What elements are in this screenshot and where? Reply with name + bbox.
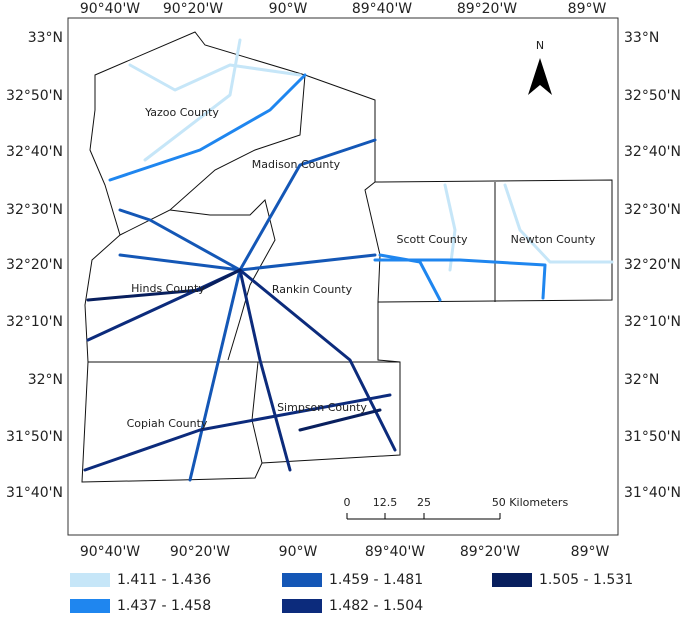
legend-swatch — [70, 573, 110, 587]
lon-label: 89°20'W — [460, 544, 520, 560]
county-label: Simpson County — [277, 401, 367, 414]
legend-label: 1.505 - 1.531 — [539, 572, 633, 588]
lat-label: 32°N — [28, 372, 63, 388]
lat-label: 31°40'N — [624, 485, 681, 501]
lat-label: 32°10'N — [6, 314, 63, 330]
county-label: Madison County — [252, 158, 341, 171]
lon-label: 89°40'W — [365, 544, 425, 560]
lat-label: 33°N — [624, 30, 659, 46]
lon-label: 89°40'W — [352, 1, 412, 17]
north-label: N — [536, 39, 544, 52]
road-network — [83, 38, 614, 482]
scale-label: 12.5 — [373, 496, 398, 509]
legend-swatch — [282, 573, 322, 587]
legend-label: 1.459 - 1.481 — [329, 572, 423, 588]
lat-label: 32°20'N — [624, 257, 681, 273]
legend-swatch — [70, 599, 110, 613]
scale-label: 50 Kilometers — [492, 496, 569, 509]
lat-label: 32°40'N — [6, 144, 63, 160]
lat-label: 32°50'N — [6, 88, 63, 104]
lon-label: 90°40'W — [80, 1, 140, 17]
lon-label: 89°W — [568, 1, 607, 17]
legend-swatch — [282, 599, 322, 613]
scale-label: 25 — [417, 496, 431, 509]
lon-label: 90°40'W — [80, 544, 140, 560]
lon-label: 90°20'W — [170, 544, 230, 560]
north-arrow: N — [528, 39, 552, 95]
lat-label: 32°50'N — [624, 88, 681, 104]
lon-label: 90°W — [279, 544, 318, 560]
lat-label: 33°N — [28, 30, 63, 46]
lat-label: 32°N — [624, 372, 659, 388]
lat-label: 32°10'N — [624, 314, 681, 330]
county-label: Newton County — [511, 233, 596, 246]
legend-label: 1.437 - 1.458 — [117, 598, 211, 614]
map-frame — [67, 17, 619, 536]
lat-label: 31°50'N — [624, 429, 681, 445]
lon-label: 90°20'W — [163, 1, 223, 17]
lon-label: 89°W — [571, 544, 610, 560]
lon-label: 89°20'W — [457, 1, 517, 17]
lat-label: 31°50'N — [6, 429, 63, 445]
lat-label: 32°40'N — [624, 144, 681, 160]
county-label: Copiah County — [127, 417, 208, 430]
legend-label: 1.482 - 1.504 — [329, 598, 423, 614]
scale-label: 0 — [344, 496, 351, 509]
study-area-outline — [81, 31, 613, 483]
lon-label: 90°W — [269, 1, 308, 17]
lat-label: 32°30'N — [624, 202, 681, 218]
legend-label: 1.411 - 1.436 — [117, 572, 211, 588]
scale-bar — [346, 513, 501, 520]
lat-label: 31°40'N — [6, 485, 63, 501]
county-label: Yazoo County — [144, 106, 219, 119]
county-label: Scott County — [396, 233, 468, 246]
lat-label: 32°20'N — [6, 257, 63, 273]
county-label: Hinds County — [131, 282, 205, 295]
lat-label: 32°30'N — [6, 202, 63, 218]
county-label: Rankin County — [272, 283, 353, 296]
legend-swatch — [492, 573, 532, 587]
